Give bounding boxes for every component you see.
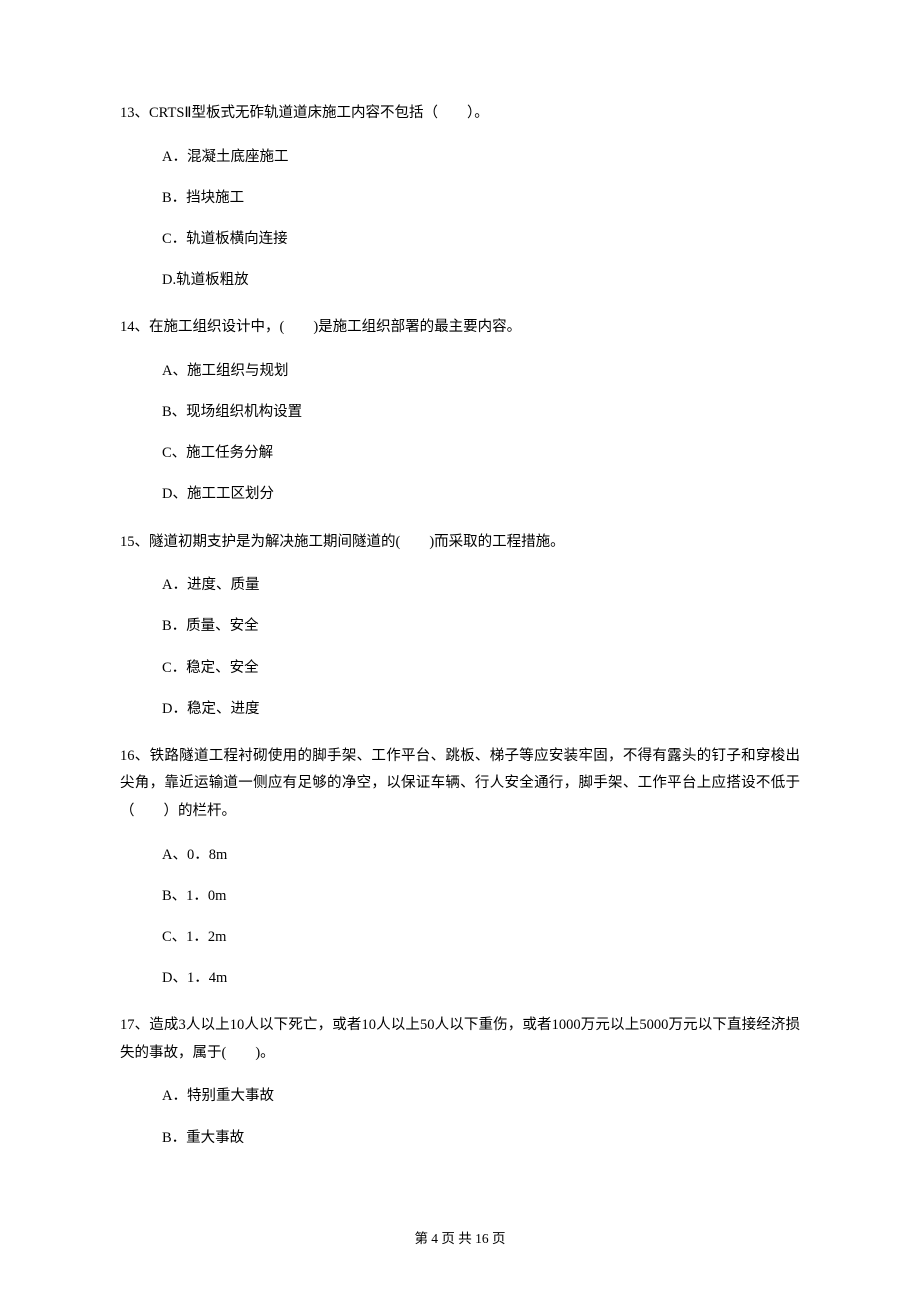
question-text: 14、在施工组织设计中，( )是施工组织部署的最主要内容。 [120,314,800,342]
option-b: B．重大事故 [162,1127,800,1150]
option-d: D、1．4m [162,967,800,990]
question-block-13: 13、CRTSⅡ型板式无砟轨道道床施工内容不包括（ ）。 A．混凝土底座施工 B… [120,100,800,292]
question-block-14: 14、在施工组织设计中，( )是施工组织部署的最主要内容。 A、施工组织与规划 … [120,314,800,506]
option-b: B．挡块施工 [162,187,800,210]
options-list: A．进度、质量 B．质量、安全 C．稳定、安全 D．稳定、进度 [120,574,800,721]
question-block-15: 15、隧道初期支护是为解决施工期间隧道的( )而采取的工程措施。 A．进度、质量… [120,529,800,721]
option-b: B、1．0m [162,885,800,908]
option-a: A、施工组织与规划 [162,360,800,383]
question-text: 17、造成3人以上10人以下死亡，或者10人以上50人以下重伤，或者1000万元… [120,1012,800,1067]
option-a: A．混凝土底座施工 [162,146,800,169]
option-a: A．特别重大事故 [162,1085,800,1108]
question-text: 16、铁路隧道工程衬砌使用的脚手架、工作平台、跳板、梯子等应安装牢固，不得有露头… [120,743,800,826]
page-footer: 第 4 页 共 16 页 [0,1227,920,1247]
options-list: A、0．8m B、1．0m C、1．2m D、1．4m [120,844,800,991]
option-d: D.轨道板粗放 [162,269,800,292]
question-text: 15、隧道初期支护是为解决施工期间隧道的( )而采取的工程措施。 [120,529,800,557]
option-d: D、施工工区划分 [162,483,800,506]
question-block-16: 16、铁路隧道工程衬砌使用的脚手架、工作平台、跳板、梯子等应安装牢固，不得有露头… [120,743,800,990]
option-c: C．轨道板横向连接 [162,228,800,251]
options-list: A．混凝土底座施工 B．挡块施工 C．轨道板横向连接 D.轨道板粗放 [120,146,800,293]
options-list: A．特别重大事故 B．重大事故 [120,1085,800,1149]
option-a: A．进度、质量 [162,574,800,597]
option-b: B．质量、安全 [162,615,800,638]
option-c: C、1．2m [162,926,800,949]
option-a: A、0．8m [162,844,800,867]
option-d: D．稳定、进度 [162,698,800,721]
options-list: A、施工组织与规划 B、现场组织机构设置 C、施工任务分解 D、施工工区划分 [120,360,800,507]
document-content: 13、CRTSⅡ型板式无砟轨道道床施工内容不包括（ ）。 A．混凝土底座施工 B… [120,100,800,1150]
question-block-17: 17、造成3人以上10人以下死亡，或者10人以上50人以下重伤，或者1000万元… [120,1012,800,1149]
option-b: B、现场组织机构设置 [162,401,800,424]
option-c: C．稳定、安全 [162,657,800,680]
question-text: 13、CRTSⅡ型板式无砟轨道道床施工内容不包括（ ）。 [120,100,800,128]
option-c: C、施工任务分解 [162,442,800,465]
